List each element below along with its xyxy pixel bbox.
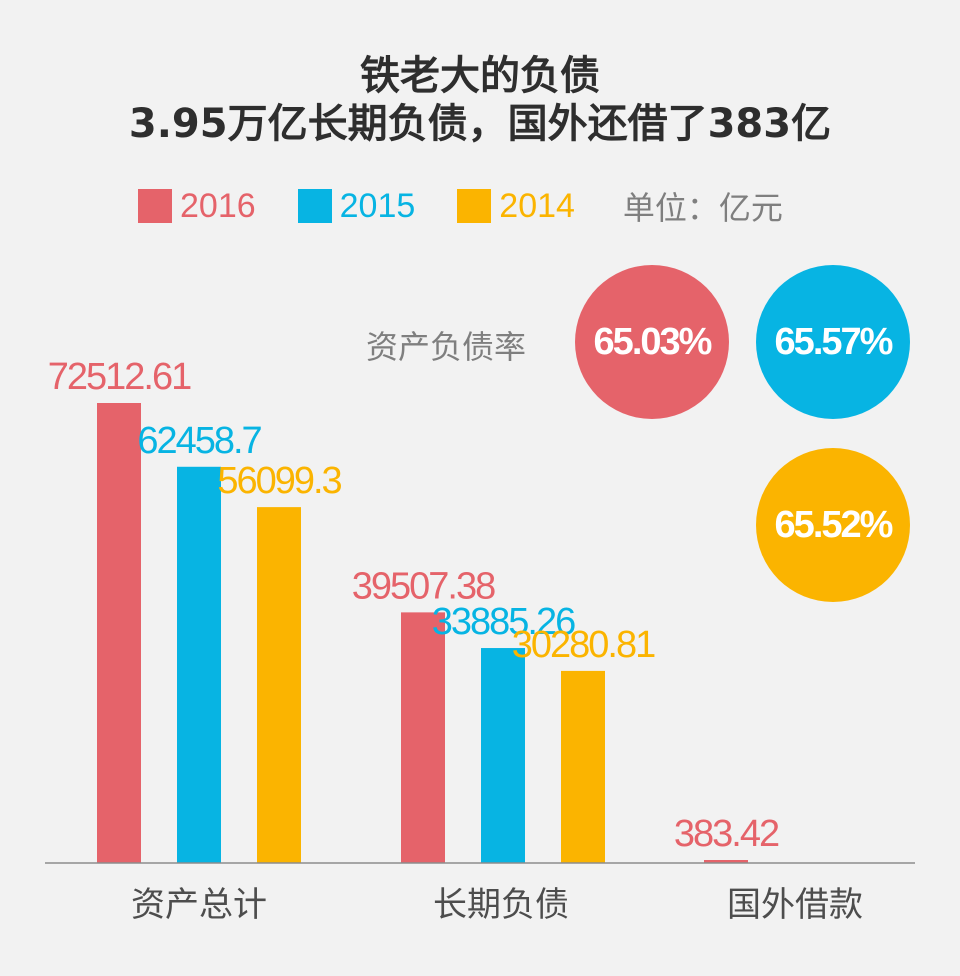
data-label-2016-0: 72512.61 (48, 356, 191, 398)
category-label-1: 长期负债 (433, 885, 569, 925)
legend-swatch-2016 (138, 189, 172, 223)
data-label-2015-0: 62458.7 (137, 420, 261, 462)
chart-title: 铁老大的负债 3.95万亿长期负债，国外还借了383亿 (0, 52, 960, 148)
data-label-2014-1: 30280.81 (512, 624, 655, 666)
data-label-2016-1: 39507.38 (352, 565, 495, 607)
bar-2016-1 (401, 612, 445, 863)
debt-ratio-label: 资产负债率 (366, 328, 527, 366)
legend-label-2016: 2016 (180, 186, 256, 225)
data-label-2014-0: 56099.3 (217, 460, 341, 502)
legend-item-2016: 2016 (138, 187, 256, 226)
bar-2015-1 (481, 648, 525, 863)
category-label-2: 国外借款 (727, 885, 863, 925)
bar-2016-0 (97, 403, 141, 863)
unit-label: 单位：亿元 (622, 189, 783, 227)
legend-item-2014: 2014 (457, 187, 575, 226)
debt-ratio-circle-2016: 65.03% (575, 265, 729, 419)
legend-item-2015: 2015 (297, 186, 416, 226)
bar-2015-0 (177, 466, 221, 863)
data-label-2015-1: 33885.26 (432, 601, 575, 643)
title-line-1: 铁老大的负债 (360, 53, 600, 99)
category-label-0: 资产总计 (131, 885, 267, 925)
bar-2014-0 (257, 507, 301, 863)
legend-label-2014: 2014 (499, 186, 575, 225)
title-line-2: 3.95万亿长期负债，国外还借了383亿 (128, 101, 832, 147)
debt-ratio-circle-2014: 65.52% (756, 448, 910, 602)
legend-swatch-2015 (297, 189, 332, 223)
data-label-2016-2: 383.42 (674, 813, 779, 855)
debt-ratio-circle-2015: 65.57% (756, 265, 910, 419)
legend-label-2015: 2015 (339, 186, 416, 225)
bar-2016-2 (704, 860, 748, 863)
bar-2014-1 (561, 670, 605, 863)
legend: 2016 2015 2014 单位：亿元 (138, 186, 783, 227)
legend-swatch-2014 (457, 189, 492, 223)
